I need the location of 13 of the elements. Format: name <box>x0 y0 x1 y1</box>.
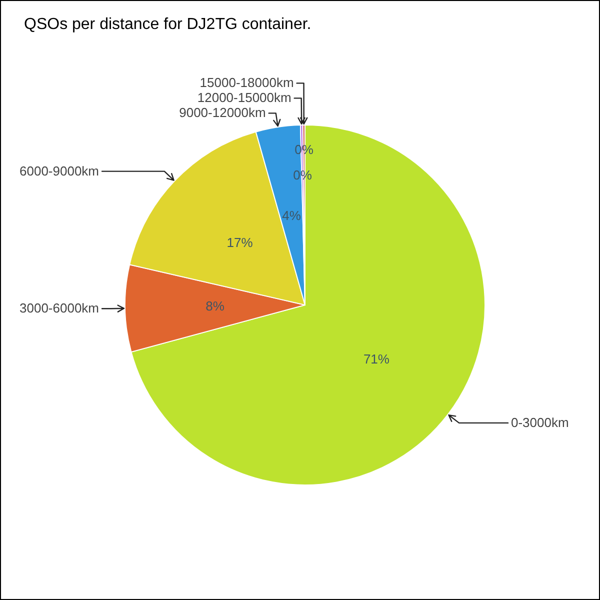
slice-label: 3000-6000km <box>20 300 99 316</box>
slice-label: 9000-12000km <box>179 105 266 120</box>
data-label: 0% <box>294 142 314 158</box>
data-label: 8% <box>206 298 225 314</box>
slice-label: 6000-9000km <box>20 163 99 178</box>
data-label: 17% <box>226 234 254 250</box>
data-label: 71% <box>363 352 390 367</box>
slice-label: 12000-15000km <box>197 90 292 106</box>
slice-label: 15000-18000km <box>200 75 294 90</box>
slice-label: 0-3000km <box>511 414 569 430</box>
data-label: 4% <box>282 208 302 224</box>
chart-title: QSOs per distance for DJ2TG container. <box>24 16 312 33</box>
data-label: 0% <box>293 167 312 182</box>
